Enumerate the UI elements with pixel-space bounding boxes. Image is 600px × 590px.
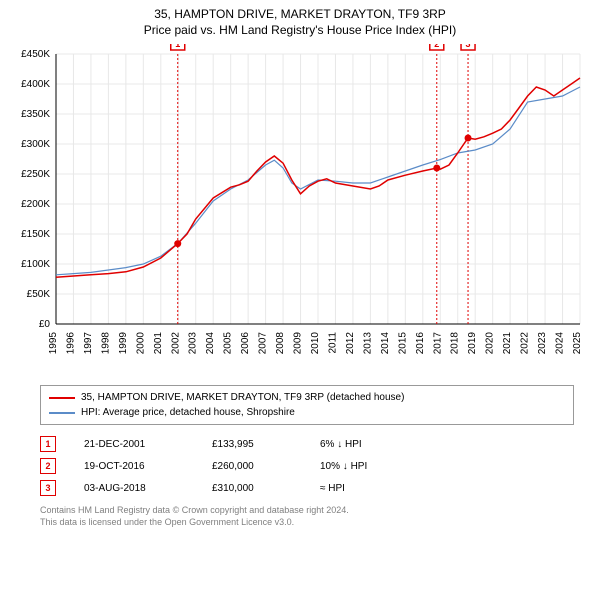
legend: 35, HAMPTON DRIVE, MARKET DRAYTON, TF9 3… (40, 385, 574, 425)
svg-text:2007: 2007 (258, 332, 269, 355)
svg-text:£250K: £250K (21, 169, 50, 180)
chart-svg: £0 £50K £100K £150K £200K £250K £300K £350K £400… (10, 44, 590, 374)
svg-text:£0: £0 (39, 319, 51, 330)
svg-text:2010: 2010 (310, 332, 321, 355)
attribution-line2: This data is licensed under the Open Gov… (40, 517, 574, 529)
marker-point-1 (174, 240, 181, 247)
svg-text:2004: 2004 (205, 332, 216, 355)
svg-text:£350K: £350K (21, 109, 50, 120)
svg-text:2021: 2021 (502, 332, 513, 355)
chart-area: £0 £50K £100K £150K £200K £250K £300K £350K £400… (10, 44, 590, 379)
legend-swatch (49, 397, 75, 399)
svg-text:2017: 2017 (432, 332, 443, 355)
sale-row-1: 1 21-DEC-2001 £133,995 6% ↓ HPI (40, 433, 574, 455)
sale-row-3: 3 03-AUG-2018 £310,000 ≈ HPI (40, 477, 574, 499)
svg-text:2020: 2020 (485, 332, 496, 355)
title-block: 35, HAMPTON DRIVE, MARKET DRAYTON, TF9 3… (0, 0, 600, 38)
sale-marker-1: 1 (40, 436, 56, 452)
svg-text:2009: 2009 (293, 332, 304, 355)
svg-text:£300K: £300K (21, 139, 50, 150)
legend-label: HPI: Average price, detached house, Shro… (81, 405, 295, 420)
legend-item-1: HPI: Average price, detached house, Shro… (49, 405, 565, 420)
svg-text:2016: 2016 (415, 332, 426, 355)
svg-text:2025: 2025 (572, 332, 583, 355)
svg-text:2008: 2008 (275, 332, 286, 355)
svg-text:£400K: £400K (21, 79, 50, 90)
sale-marker-3: 3 (40, 480, 56, 496)
svg-text:2005: 2005 (223, 332, 234, 355)
svg-text:2013: 2013 (362, 332, 373, 355)
svg-text:1996: 1996 (65, 332, 76, 355)
svg-text:2006: 2006 (240, 332, 251, 355)
svg-text:2024: 2024 (555, 332, 566, 355)
legend-label: 35, HAMPTON DRIVE, MARKET DRAYTON, TF9 3… (81, 390, 404, 405)
svg-text:2023: 2023 (537, 332, 548, 355)
svg-text:2: 2 (434, 44, 439, 49)
svg-text:£150K: £150K (21, 229, 50, 240)
legend-item-0: 35, HAMPTON DRIVE, MARKET DRAYTON, TF9 3… (49, 390, 565, 405)
svg-text:1: 1 (175, 44, 180, 49)
svg-text:£450K: £450K (21, 49, 50, 60)
legend-swatch (49, 412, 75, 414)
svg-text:£100K: £100K (21, 259, 50, 270)
marker-point-3 (465, 135, 472, 142)
attribution: Contains HM Land Registry data © Crown c… (40, 505, 574, 528)
svg-text:3: 3 (466, 44, 471, 49)
svg-text:2000: 2000 (135, 332, 146, 355)
title-line2: Price paid vs. HM Land Registry's House … (0, 22, 600, 38)
sale-date: 03-AUG-2018 (84, 483, 184, 494)
svg-text:2002: 2002 (170, 332, 181, 355)
marker-point-2 (433, 165, 440, 172)
svg-text:£200K: £200K (21, 199, 50, 210)
svg-text:2011: 2011 (327, 332, 338, 354)
svg-text:£50K: £50K (27, 289, 51, 300)
attribution-line1: Contains HM Land Registry data © Crown c… (40, 505, 574, 517)
sale-movement: 10% ↓ HPI (320, 461, 430, 472)
svg-text:2019: 2019 (467, 332, 478, 355)
sale-movement: ≈ HPI (320, 483, 430, 494)
sale-date: 19-OCT-2016 (84, 461, 184, 472)
sale-price: £133,995 (212, 439, 292, 450)
sale-date: 21-DEC-2001 (84, 439, 184, 450)
sales-table: 1 21-DEC-2001 £133,995 6% ↓ HPI 2 19-OCT-2016… (40, 433, 574, 499)
svg-text:2014: 2014 (380, 332, 391, 355)
svg-text:1995: 1995 (48, 332, 59, 355)
chart-container: 35, HAMPTON DRIVE, MARKET DRAYTON, TF9 3… (0, 0, 600, 590)
svg-text:1997: 1997 (83, 332, 94, 355)
sale-row-2: 2 19-OCT-2016 £260,000 10% ↓ HPI (40, 455, 574, 477)
svg-text:2003: 2003 (188, 332, 199, 355)
svg-text:1999: 1999 (118, 332, 129, 355)
svg-text:2012: 2012 (345, 332, 356, 355)
svg-text:1998: 1998 (100, 332, 111, 355)
sale-price: £310,000 (212, 483, 292, 494)
title-line1: 35, HAMPTON DRIVE, MARKET DRAYTON, TF9 3… (0, 6, 600, 22)
sale-marker-2: 2 (40, 458, 56, 474)
svg-text:2018: 2018 (450, 332, 461, 355)
svg-text:2001: 2001 (153, 332, 164, 355)
sale-movement: 6% ↓ HPI (320, 439, 430, 450)
svg-text:2015: 2015 (397, 332, 408, 355)
svg-text:2022: 2022 (520, 332, 531, 355)
sale-price: £260,000 (212, 461, 292, 472)
